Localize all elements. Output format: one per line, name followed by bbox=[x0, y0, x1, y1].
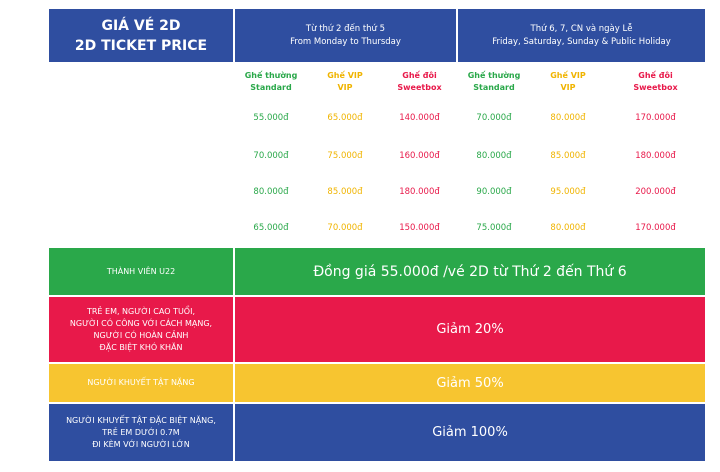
price-cell: 75.000đ bbox=[457, 216, 531, 240]
price-cell: 70.000đ bbox=[308, 216, 382, 240]
price-cell: 80.000đ bbox=[457, 144, 531, 168]
price: 75.000đ bbox=[476, 223, 512, 233]
title-cell: GIÁ VÉ 2D 2D TICKET PRICE bbox=[48, 8, 234, 63]
price: 90.000đ bbox=[476, 187, 512, 197]
price-cell: 70.000đ bbox=[457, 106, 531, 130]
price-cell: 65.000đ bbox=[234, 216, 308, 240]
title: GIÁ VÉ 2D bbox=[101, 17, 181, 34]
seat-type-label: Sweetbox bbox=[633, 83, 678, 92]
price: 70.000đ bbox=[253, 151, 289, 161]
seat-type: Ghế VIP VIP bbox=[531, 63, 605, 101]
price-cell: 95.000đ bbox=[531, 180, 605, 204]
seat-type-label: Ghế đôi bbox=[638, 71, 673, 80]
seat-type: Ghế VIP VIP bbox=[308, 63, 382, 101]
seat-type: Ghế đôi Sweetbox bbox=[605, 63, 706, 101]
discount-offer: Giảm 100% bbox=[234, 403, 706, 462]
price-cell: 70.000đ bbox=[234, 144, 308, 168]
offer: Giảm 20% bbox=[436, 322, 504, 337]
group-label: NGƯỜI CÓ HOÀN CẢNH bbox=[93, 330, 189, 340]
price-cell: 80.000đ bbox=[531, 216, 605, 240]
price: 170.000đ bbox=[635, 113, 676, 123]
price: 55.000đ bbox=[253, 113, 289, 123]
price: 160.000đ bbox=[399, 151, 440, 161]
group-label: NGƯỜI CÓ CÔNG VỚI CÁCH MẠNG, bbox=[69, 318, 213, 328]
price: 75.000đ bbox=[327, 151, 363, 161]
group-label: TRẺ EM DƯỚI 0.7M bbox=[102, 427, 180, 437]
seat-type-label: Ghế đôi bbox=[402, 71, 437, 80]
price-cell: 90.000đ bbox=[457, 180, 531, 204]
price-cell: 140.000đ bbox=[382, 106, 457, 130]
seat-type: Ghế thường Standard bbox=[457, 63, 531, 101]
group-label: ĐẶC BIỆT KHÓ KHĂN bbox=[99, 342, 183, 352]
price: 180.000đ bbox=[635, 151, 676, 161]
price-cell: 200.000đ bbox=[605, 180, 706, 204]
price: 140.000đ bbox=[399, 113, 440, 123]
price: 70.000đ bbox=[327, 223, 363, 233]
seat-type-label: Ghế VIP bbox=[327, 71, 363, 80]
discount-group: NGƯỜI KHUYẾT TẬT ĐẶC BIỆT NẶNG, TRẺ EM DƯ… bbox=[48, 403, 234, 462]
price-cell: 180.000đ bbox=[605, 144, 706, 168]
weekday-header: Từ thứ 2 đến thứ 5 From Monday to Thursda… bbox=[234, 8, 457, 63]
seat-type-label: VIP bbox=[337, 83, 353, 92]
discount-group: THÀNH VIÊN U22 bbox=[48, 247, 234, 296]
discount-offer: Giảm 50% bbox=[234, 363, 706, 403]
price-cell: 75.000đ bbox=[308, 144, 382, 168]
group-label: NGƯỜI KHUYẾT TẬT NẶNG bbox=[87, 378, 195, 387]
group-label: THÀNH VIÊN U22 bbox=[106, 266, 176, 276]
seat-type-label: Ghế thường bbox=[467, 71, 521, 80]
title: 2D TICKET PRICE bbox=[74, 37, 208, 54]
price-cell: 80.000đ bbox=[234, 180, 308, 204]
seat-type: Ghế đôi Sweetbox bbox=[382, 63, 457, 101]
period-label: From Monday to Thursday bbox=[290, 36, 401, 47]
group-label: NGƯỜI KHUYẾT TẬT ĐẶC BIỆT NẶNG, bbox=[66, 415, 216, 425]
price-cell: 150.000đ bbox=[382, 216, 457, 240]
price: 95.000đ bbox=[550, 187, 586, 197]
discount-group: TRẺ EM, NGƯỜI CAO TUỔI, NGƯỜI CÓ CÔNG VỚI… bbox=[48, 296, 234, 363]
price-cell: 65.000đ bbox=[308, 106, 382, 130]
seat-type-label: Ghế VIP bbox=[550, 71, 586, 80]
offer: Giảm 100% bbox=[432, 425, 508, 440]
period-label: Thứ 6, 7, CN và ngày Lễ bbox=[530, 23, 633, 34]
price-cell: 80.000đ bbox=[531, 106, 605, 130]
price: 80.000đ bbox=[253, 187, 289, 197]
price-cell: 55.000đ bbox=[234, 106, 308, 130]
price: 80.000đ bbox=[550, 113, 586, 123]
price-cell: 170.000đ bbox=[605, 216, 706, 240]
price: 65.000đ bbox=[327, 113, 363, 123]
price: 180.000đ bbox=[399, 187, 440, 197]
price: 80.000đ bbox=[550, 223, 586, 233]
seat-type-label: Ghế thường bbox=[244, 71, 298, 80]
price: 85.000đ bbox=[550, 151, 586, 161]
group-label: TRẺ EM, NGƯỜI CAO TUỔI, bbox=[86, 306, 196, 316]
offer: Đồng giá 55.000đ /vé 2D từ Thứ 2 đến Thứ… bbox=[313, 263, 627, 280]
weekend-header: Thứ 6, 7, CN và ngày Lễ Friday, Saturday,… bbox=[457, 8, 706, 63]
seat-type-label: Standard bbox=[250, 83, 292, 92]
price: 150.000đ bbox=[399, 223, 440, 233]
price: 65.000đ bbox=[253, 223, 289, 233]
price-cell: 170.000đ bbox=[605, 106, 706, 130]
seat-type: Ghế thường Standard bbox=[234, 63, 308, 101]
price: 170.000đ bbox=[635, 223, 676, 233]
price-cell: 85.000đ bbox=[531, 144, 605, 168]
price: 80.000đ bbox=[476, 151, 512, 161]
price: 85.000đ bbox=[327, 187, 363, 197]
period-label: Friday, Saturday, Sunday & Public Holida… bbox=[492, 36, 671, 47]
discount-offer: Đồng giá 55.000đ /vé 2D từ Thứ 2 đến Thứ… bbox=[234, 247, 706, 296]
period-label: Từ thứ 2 đến thứ 5 bbox=[305, 23, 386, 34]
group-label: ĐI KÈM VỚI NGƯỜI LỚN bbox=[92, 439, 190, 449]
price-cell: 180.000đ bbox=[382, 180, 457, 204]
price-cell: 160.000đ bbox=[382, 144, 457, 168]
price: 70.000đ bbox=[476, 113, 512, 123]
offer: Giảm 50% bbox=[436, 375, 504, 391]
price-cell: 85.000đ bbox=[308, 180, 382, 204]
price: 200.000đ bbox=[635, 187, 676, 197]
discount-group: NGƯỜI KHUYẾT TẬT NẶNG bbox=[48, 363, 234, 403]
seat-type-label: Sweetbox bbox=[397, 83, 442, 92]
seat-type-label: VIP bbox=[560, 83, 576, 92]
discount-offer: Giảm 20% bbox=[234, 296, 706, 363]
seat-type-label: Standard bbox=[473, 83, 515, 92]
